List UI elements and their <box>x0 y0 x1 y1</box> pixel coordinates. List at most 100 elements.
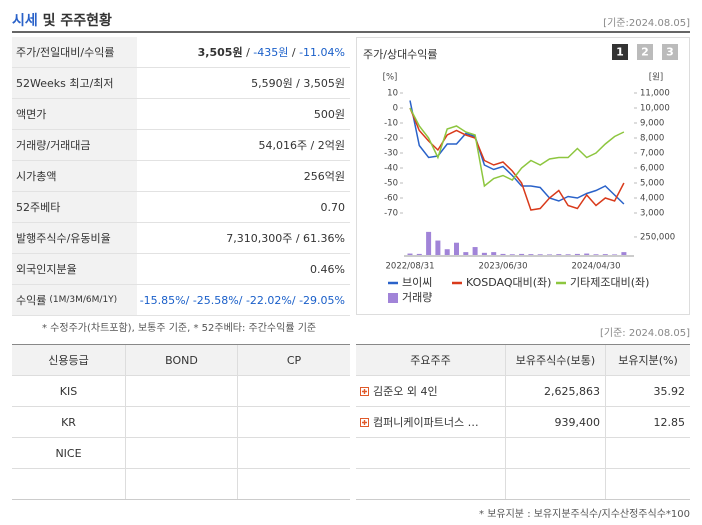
y2-tick-label: 11,000 <box>640 89 670 99</box>
y-tick-label: -70 <box>384 209 398 219</box>
table-bottom <box>12 499 350 500</box>
volume-bar <box>547 254 552 255</box>
chart-button[interactable] <box>612 44 628 60</box>
holders-table: 주요주주 보유주식수(보통) 보유지분(%) 김준오 외 4인 2,625,863 35.… <box>356 344 690 501</box>
label-text: 52주베타 <box>16 201 61 214</box>
row-label: 시가총액 <box>12 161 137 191</box>
row-border <box>356 375 690 376</box>
value-part: / <box>288 45 300 59</box>
value-part: / <box>242 45 254 59</box>
y-tick-label: -30 <box>384 149 398 159</box>
row-value: -15.85% / -25.58% / -22.02% / -29.05% <box>137 285 350 315</box>
y2-tick-label: 7,000 <box>640 149 664 159</box>
chart-button[interactable] <box>662 44 678 60</box>
row-value: 7,310,300주 / 61.36% <box>137 223 350 253</box>
title-accent: 시세 <box>12 13 38 29</box>
table-cell <box>605 438 690 468</box>
value-part: 5,590원 / 3,505원 <box>251 77 345 90</box>
value-part: / <box>238 293 246 307</box>
table-cell <box>237 469 350 499</box>
expand-icon[interactable] <box>360 386 369 396</box>
row-label: 52Weeks 최고/최저 <box>12 68 137 98</box>
header-cell: 주요주주 <box>356 345 505 375</box>
legend-label: 기타제조대비(좌) <box>570 276 649 289</box>
y2-tick-label: 3,000 <box>640 209 664 219</box>
value-part: -15.85% <box>139 293 186 307</box>
table-cell: 12.85 <box>605 407 690 437</box>
value-part: 0.70 <box>320 200 346 214</box>
y2-tick-label: 9,000 <box>640 119 664 129</box>
chart-button-label: 3 <box>666 46 674 59</box>
table-top <box>356 344 690 345</box>
summary-table: 주가/전일대비/수익률 3,505원 / -435원 / -11.04% 52Wee… <box>12 37 350 316</box>
row-border <box>356 468 690 469</box>
expand-icon[interactable] <box>360 417 369 427</box>
header-rule <box>12 31 690 33</box>
header-cell: CP <box>237 345 350 375</box>
holder-name: 컴퍼니케이파트너스 … <box>373 416 479 429</box>
value-part: -22.02% <box>245 293 292 307</box>
row-label: 발행주식수/유동비율 <box>12 223 137 253</box>
label-text: 거래량/거래대금 <box>16 139 91 152</box>
volume-bar <box>491 252 497 255</box>
table-cell <box>125 407 237 437</box>
chart-button[interactable] <box>637 44 653 60</box>
volume-bar <box>612 254 618 255</box>
y2-tick-label: 4,000 <box>640 194 664 204</box>
table-cell: 35.92 <box>605 376 690 406</box>
table-cell <box>356 438 505 468</box>
row-label: 수익률 (1M/3M/6M/1Y) <box>12 285 137 315</box>
table-cell <box>237 407 350 437</box>
y-unit: [%] <box>383 73 398 83</box>
table-cell: KR <box>12 407 125 437</box>
row-border <box>12 222 350 223</box>
volume-bar <box>444 249 450 255</box>
volume-bar <box>574 253 580 255</box>
row-value: 0.46% <box>137 254 350 284</box>
volume-bar <box>481 252 487 255</box>
label-text: 발행주식수/유동비율 <box>16 232 111 245</box>
row-value: 0.70 <box>137 192 350 222</box>
row-border <box>12 315 350 316</box>
y2-unit: [원] <box>649 73 663 83</box>
date: [기준:2024.08.05] <box>603 18 690 29</box>
holder-name: 김준오 외 4인 <box>373 385 438 398</box>
header-cell: 신용등급 <box>12 345 125 375</box>
volume-bar <box>537 254 543 255</box>
row-border <box>356 437 690 438</box>
header-cell: BOND <box>125 345 237 375</box>
legend-label: 브이씨 <box>402 276 432 289</box>
value-part: 7,310,300주 / 61.36% <box>226 232 345 245</box>
row-border <box>12 437 350 438</box>
row-border <box>12 129 350 130</box>
x-tick-label: 2023/06/30 <box>479 262 528 272</box>
credit-table: 신용등급 BOND CP KIS KR NICE <box>12 344 350 501</box>
row-border <box>12 191 350 192</box>
volume-bar <box>435 240 441 255</box>
y-tick-label: -40 <box>384 164 398 174</box>
chart-button-label: 1 <box>616 46 624 59</box>
holder-value: 35.92 <box>653 384 686 398</box>
series-line <box>409 107 625 188</box>
table-cell: 컴퍼니케이파트너스 … <box>356 407 505 437</box>
value-part: 500원 <box>313 108 345 121</box>
row-border <box>12 284 350 285</box>
value-part: -25.58% <box>192 293 239 307</box>
y-tick-label: -10 <box>384 119 398 129</box>
table-cell <box>125 438 237 468</box>
header-cell: 보유주식수(보통) <box>505 345 605 375</box>
value-part: 3,505원 <box>197 46 243 59</box>
table-cell <box>125 376 237 406</box>
legend-label: KOSDAQ대비(좌) <box>466 276 551 289</box>
volume-bar <box>584 253 590 255</box>
value-part: -29.05% <box>299 293 345 307</box>
table-cell: NICE <box>12 438 125 468</box>
volume-bar <box>407 253 413 255</box>
holder-value: 939,400 <box>554 415 601 429</box>
volume-bar <box>500 253 506 255</box>
volume-bar <box>509 254 515 255</box>
row-border <box>12 468 350 469</box>
table-cell: 2,625,863 <box>505 376 605 406</box>
table-bottom <box>356 499 690 500</box>
series-line <box>409 100 625 205</box>
